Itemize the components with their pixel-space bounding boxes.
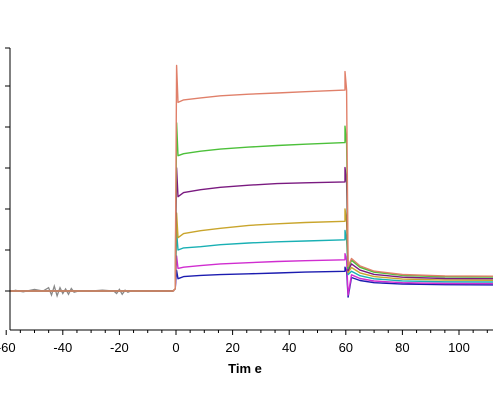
x-tick-label: 60	[339, 340, 353, 355]
series-line-1	[10, 266, 494, 298]
series-line-4	[10, 208, 494, 292]
x-tick-label: 20	[225, 340, 239, 355]
x-tick-label: -60	[0, 340, 16, 355]
series-line-5	[10, 166, 494, 292]
x-tick-label: 100	[448, 340, 470, 355]
series-line-6	[10, 122, 494, 292]
x-tick-label: -40	[53, 340, 72, 355]
x-axis-title: Tim e	[228, 361, 262, 376]
x-tick-label: 0	[172, 340, 179, 355]
x-tick-label: -20	[110, 340, 129, 355]
x-tick-label: 80	[395, 340, 409, 355]
plot-area	[10, 64, 494, 299]
series-line-7	[10, 64, 494, 292]
series-line-3	[10, 229, 494, 292]
series-line-2	[10, 253, 494, 296]
x-tick-label: 40	[282, 340, 296, 355]
axes: -60 -40 -20 0 20 40 60 80 100	[0, 47, 493, 355]
